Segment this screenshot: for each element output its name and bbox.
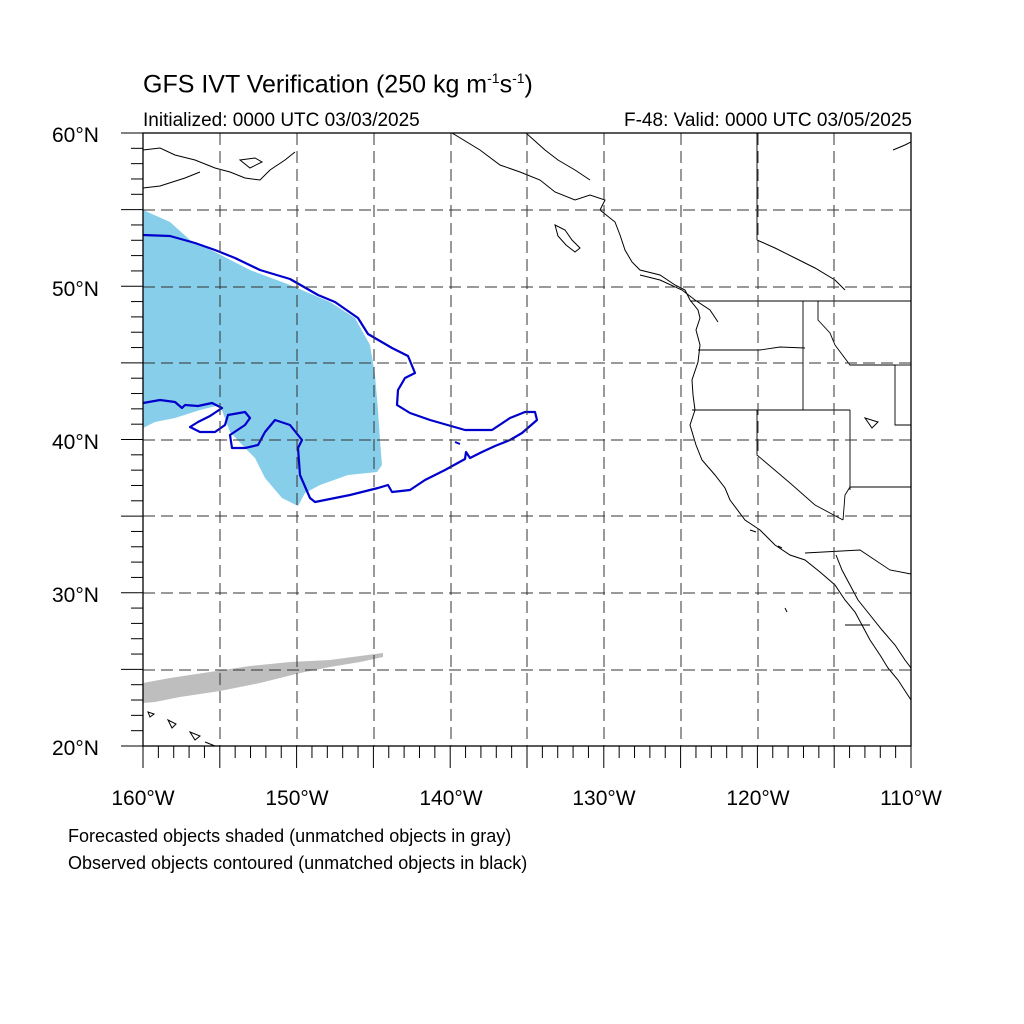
lon-label-120w: 120°W [726,787,789,810]
lat-label-20: 20°N [52,737,99,760]
legend-observed-note: Observed objects contoured (unmatched ob… [68,853,528,873]
observed-object-contour-fragment [454,441,461,445]
title-exponent-2: -1 [512,70,525,86]
lon-label-160w: 160°W [111,787,174,810]
lon-label-110w: 110°W [880,787,942,810]
valid-time-label: F-48: Valid: 0000 UTC 03/05/2025 [624,110,912,131]
init-time-label: Initialized: 0000 UTC 03/03/2025 [143,110,420,131]
forecast-object-unmatched [143,653,383,703]
title-exponent-1: -1 [487,70,500,86]
map-title: GFS IVT Verification (250 kg m-1s-1) [143,70,533,99]
lat-label-50: 50°N [52,278,99,301]
lat-label-60: 60°N [52,124,99,147]
longitude-labels: 160°W 150°W 140°W 130°W 120°W 110°W [111,787,942,810]
lon-label-130w: 130°W [572,787,635,810]
title-unit-s: s [499,70,513,99]
lon-label-150w: 150°W [265,787,328,810]
title-text: GFS IVT Verification (250 kg m [143,70,488,99]
axis-ticks [121,132,912,768]
title-close-paren: ) [524,70,533,99]
coastlines [143,133,911,746]
lon-label-140w: 140°W [419,787,482,810]
lat-label-30: 30°N [52,584,99,607]
latitude-labels: 60°N 50°N 40°N 30°N 20°N [52,124,99,760]
observed-object-contour [143,233,539,504]
legend-forecast-note: Forecasted objects shaded (unmatched obj… [68,826,512,846]
forecast-object-matched [143,210,382,506]
graticule [143,133,911,746]
lat-label-40: 40°N [52,431,99,454]
political-boundaries [690,133,911,626]
